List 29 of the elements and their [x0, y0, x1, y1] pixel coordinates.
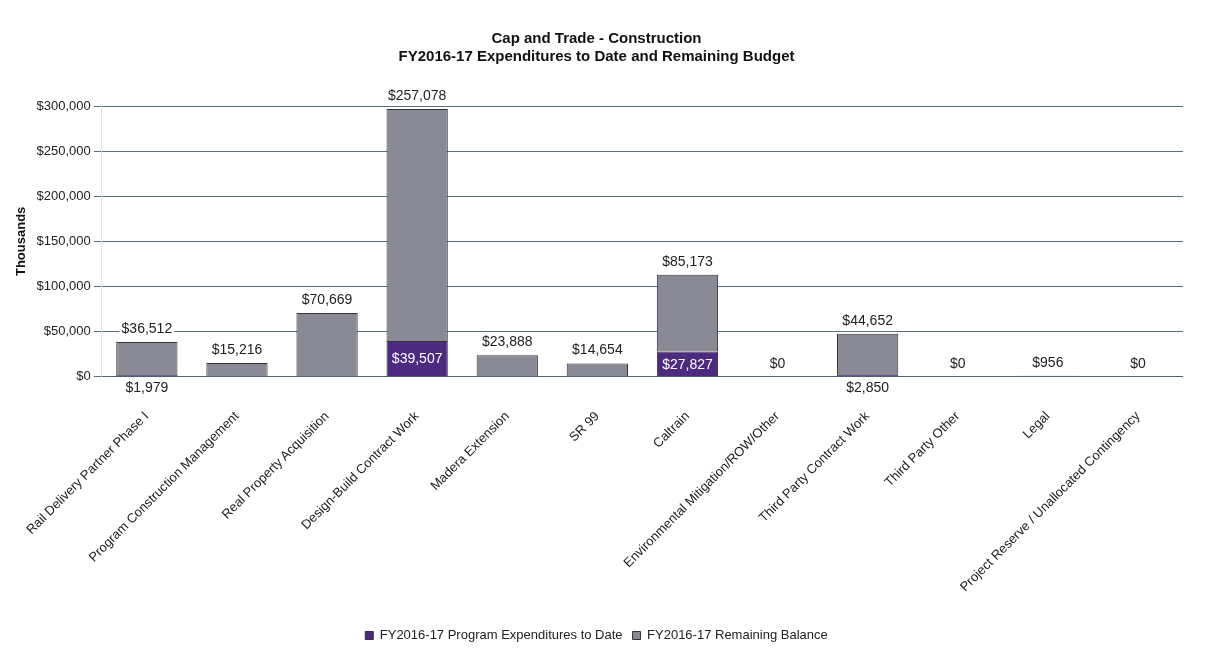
data-label: $85,173 [662, 252, 713, 269]
data-label: $27,827 [662, 355, 713, 372]
chart-title: Cap and Trade - Construction [491, 29, 702, 47]
data-label: $956 [1032, 353, 1064, 370]
data-label: $0 [769, 354, 786, 371]
data-label: $0 [1130, 354, 1146, 371]
legend-label: FY2016-17 Program Expenditures to Date [379, 627, 623, 643]
data-label: $70,669 [301, 290, 353, 307]
chart-subtitle: FY2016-17 Expenditures to Date and Remaining Budget [398, 47, 795, 65]
data-label: $23,888 [481, 333, 533, 350]
data-label: $2,850 [846, 379, 890, 396]
data-label: $44,652 [842, 311, 894, 328]
y-tick-label: $300,000 [36, 97, 91, 113]
y-tick-label: $150,000 [36, 232, 91, 248]
data-label: $257,078 [387, 86, 447, 103]
data-label: $1,979 [125, 379, 169, 396]
y-tick-label: $100,000 [36, 278, 91, 294]
y-axis-title: Thousands [13, 206, 29, 277]
y-tick-label: $200,000 [36, 187, 91, 203]
legend-label: FY2016-17 Remaining Balance [647, 627, 828, 643]
y-tick-label: $50,000 [43, 323, 91, 339]
data-label: $15,216 [211, 340, 263, 357]
y-tick-label: $250,000 [36, 142, 91, 158]
data-label: $14,654 [572, 341, 623, 358]
data-label: $0 [949, 354, 966, 371]
x-tick-label: SR 99 [565, 408, 603, 445]
data-label: $36,512 [121, 319, 173, 336]
y-tick-label: $0 [76, 368, 91, 384]
data-label: $39,507 [391, 350, 443, 367]
